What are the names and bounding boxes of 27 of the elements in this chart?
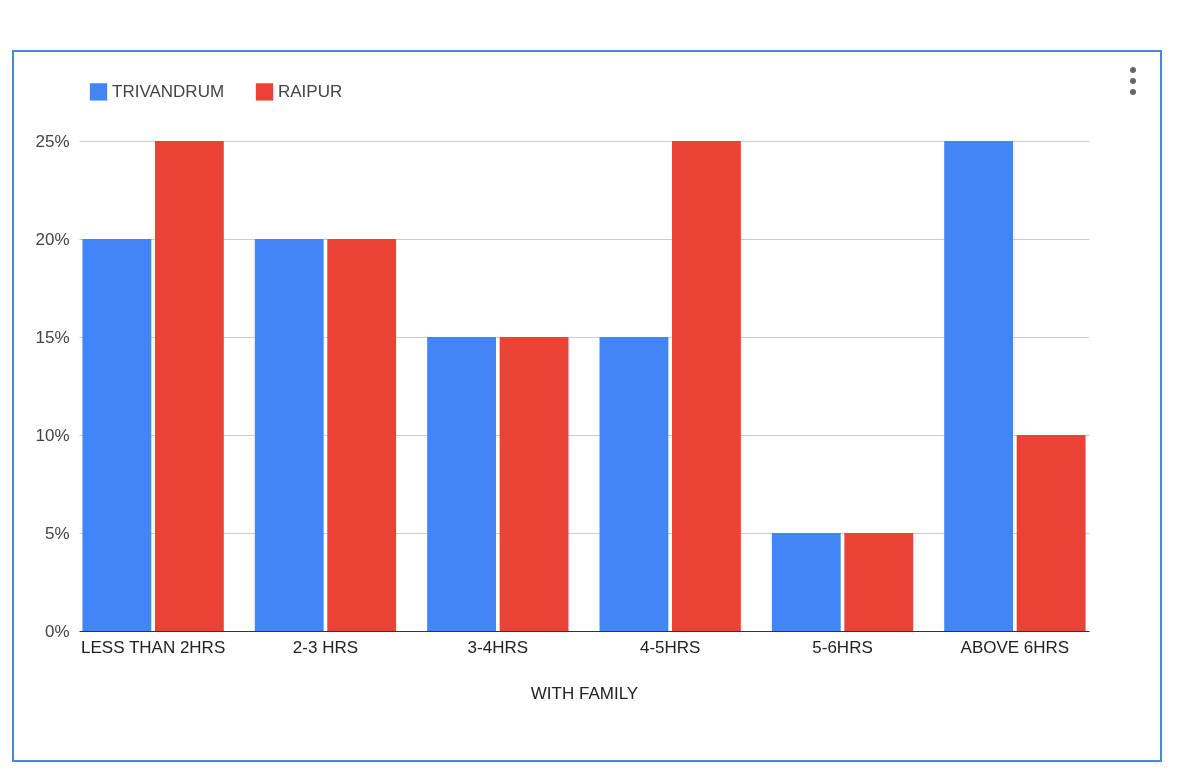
x-tick-label: 4-5HRS: [639, 637, 701, 657]
bar: [499, 337, 569, 631]
bar: [844, 533, 914, 631]
x-tick-label: LESS THAN 2HRS: [81, 637, 226, 657]
y-tick-label: 25%: [35, 131, 70, 151]
legend-label: TRIVANDRUM: [112, 81, 225, 101]
y-tick-label: 10%: [35, 425, 70, 445]
bar: [671, 141, 741, 631]
y-tick-label: 20%: [35, 229, 70, 249]
bar: [771, 533, 841, 631]
bar: [82, 239, 152, 631]
x-tick-label: 2-3 HRS: [292, 637, 359, 657]
bar: [327, 239, 397, 631]
y-tick-label: 5%: [44, 523, 70, 543]
bar: [944, 141, 1014, 631]
bar: [1016, 435, 1086, 631]
bar: [427, 337, 497, 631]
y-tick-label: 15%: [35, 327, 70, 347]
x-tick-label: 5-6HRS: [812, 637, 873, 657]
x-tick-label: 3-4HRS: [467, 637, 529, 657]
legend-label: RAIPUR: [278, 81, 343, 101]
y-tick-label: 0%: [44, 621, 70, 641]
x-axis-title: WITH FAMILY: [530, 683, 639, 703]
bar: [154, 141, 224, 631]
bar: [599, 337, 669, 631]
x-tick-label: ABOVE 6HRS: [960, 637, 1070, 657]
bar: [254, 239, 324, 631]
